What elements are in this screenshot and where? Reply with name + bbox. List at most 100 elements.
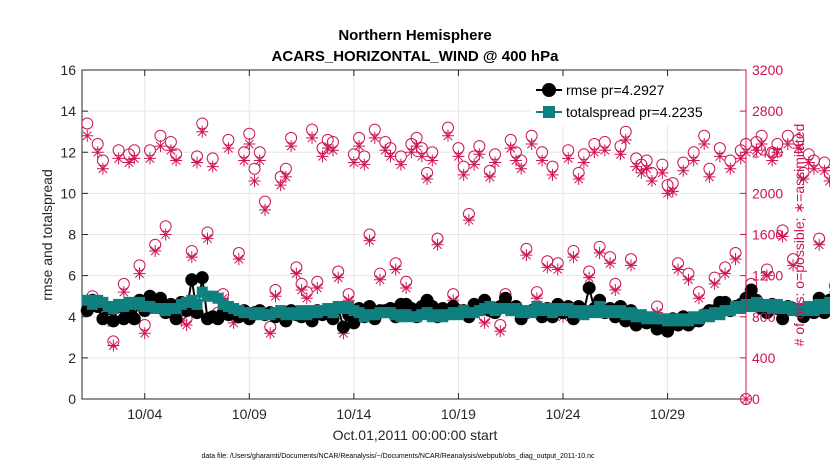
obs-possible-point — [546, 160, 559, 173]
obs-assimilated-point — [734, 152, 747, 165]
obs-possible-point — [164, 135, 177, 148]
obs-possible-point — [520, 242, 533, 255]
totalspread-point — [588, 307, 600, 319]
obs-assimilated-point — [227, 316, 240, 329]
obs-assimilated-point — [504, 142, 517, 155]
obs-assimilated-point — [562, 152, 575, 165]
obs-assimilated-point — [347, 156, 360, 169]
x-tick-label: 10/19 — [441, 406, 476, 422]
obs-possible-point — [609, 277, 622, 290]
totalspread-point — [191, 298, 203, 310]
totalspread-point — [808, 305, 820, 317]
obs-assimilated-point — [206, 160, 219, 173]
obs-assimilated-point — [300, 292, 313, 305]
obs-possible-point — [713, 142, 726, 155]
obs-assimilated-point — [677, 164, 690, 177]
totalspread-point — [526, 307, 538, 319]
obs-possible-point — [797, 166, 810, 179]
y-tick-label: 4 — [68, 309, 76, 325]
obs-possible-point — [494, 318, 507, 331]
obs-possible-point — [604, 251, 617, 264]
obs-possible-point — [624, 253, 637, 266]
obs-assimilated-point — [787, 259, 800, 272]
obs-assimilated-point — [180, 318, 193, 331]
obs-possible-point — [572, 166, 585, 179]
obs-assimilated-point — [415, 150, 428, 163]
obs-assimilated-point — [530, 292, 543, 305]
obs-assimilated-point — [457, 168, 470, 181]
obs-assimilated-point — [117, 286, 130, 299]
obs-possible-point — [253, 146, 266, 159]
obs-possible-point — [719, 261, 732, 274]
obs-assimilated-point — [541, 261, 554, 274]
obs-possible-point — [703, 162, 716, 175]
rmse-point — [347, 316, 361, 330]
obs-assimilated-point — [342, 294, 355, 307]
obs-assimilated-point — [792, 142, 805, 155]
obs-assimilated-point — [363, 234, 376, 247]
obs-possible-point — [96, 154, 109, 167]
obs-assimilated-point — [143, 152, 156, 165]
obs-assimilated-point — [358, 158, 371, 171]
obs-possible-point — [332, 265, 345, 278]
chart-title: Northern Hemisphere — [338, 27, 491, 44]
rmse-point — [582, 281, 596, 295]
obs-assimilated-point — [285, 140, 298, 153]
obs-assimilated-point — [698, 138, 711, 151]
obs-possible-point — [781, 129, 794, 142]
obs-assimilated-point — [258, 203, 271, 216]
left-axis: 0 2 4 6 8 10 12 14 16 — [60, 62, 88, 407]
y-right-tick-label: 2000 — [752, 185, 783, 201]
obs-possible-point — [787, 253, 800, 266]
obs-assimilated-point — [431, 238, 444, 251]
y-tick-label: 2 — [68, 350, 76, 366]
obs-assimilated-point — [269, 290, 282, 303]
obs-assimilated-point — [713, 150, 726, 163]
obs-possible-point — [583, 265, 596, 278]
obs-possible-point — [687, 146, 700, 159]
obs-assimilated-point — [661, 187, 674, 200]
obs-assimilated-point — [609, 284, 622, 297]
right-axis: 0 400 800 1200 1600 2000 2400 2800 3200 — [740, 62, 783, 407]
obs-assimilated-point — [567, 251, 580, 264]
obs-possible-point — [672, 257, 685, 270]
obs-possible-point — [452, 142, 465, 155]
obs-assimilated-point — [306, 131, 319, 144]
obs-assimilated-point — [536, 154, 549, 167]
obs-assimilated-point — [368, 131, 381, 144]
rmse-point — [127, 312, 141, 326]
obs-possible-point — [426, 146, 439, 159]
obs-assimilated-point — [598, 144, 611, 157]
obs-possible-point — [760, 263, 773, 276]
obs-possible-point — [185, 244, 198, 257]
obs-assimilated-point — [645, 175, 658, 188]
obs-possible-point — [238, 146, 251, 159]
y-right-tick-label: 2400 — [752, 144, 783, 160]
obs-assimilated-point — [719, 267, 732, 280]
obs-possible-point — [196, 117, 209, 130]
obs-possible-point — [792, 133, 805, 146]
obs-possible-point — [431, 232, 444, 245]
obs-assimilated-point — [588, 146, 601, 159]
obs-assimilated-point — [750, 144, 763, 157]
obs-assimilated-point — [159, 228, 172, 241]
obs-assimilated-point — [619, 133, 632, 146]
x-tick-label: 10/04 — [127, 406, 162, 422]
obs-possible-point — [692, 286, 705, 299]
obs-possible-point — [311, 275, 324, 288]
y-right-tick-label: 400 — [752, 350, 776, 366]
obs-assimilated-point — [133, 267, 146, 280]
obs-assimilated-point — [546, 168, 559, 181]
obs-assimilated-point — [316, 150, 329, 163]
obs-assimilated-point — [666, 185, 679, 198]
totalspread-series — [81, 286, 830, 327]
obs-assimilated-point — [196, 125, 209, 138]
obs-possible-point — [515, 154, 528, 167]
y-axis-right-label: # of obs: o=possible; ∗=assimilated — [791, 124, 807, 347]
obs-assimilated-point — [823, 175, 830, 188]
obs-assimilated-point — [154, 140, 167, 153]
obs-possible-point — [128, 144, 141, 157]
rmse-point — [195, 271, 209, 285]
totalspread-point — [824, 296, 830, 308]
obs-possible-point — [530, 286, 543, 299]
